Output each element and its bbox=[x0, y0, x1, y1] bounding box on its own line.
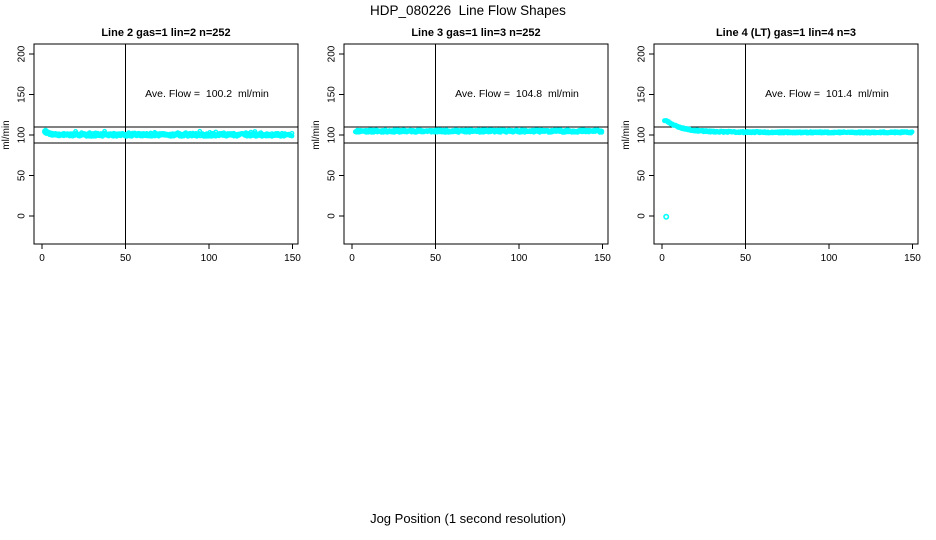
plot-line4: Line 4 (LT) gas=1 lin=4 n=3 ml/min Ave. … bbox=[621, 27, 921, 264]
ave-flow-annotation: Ave. Flow = 104.8 ml/min bbox=[455, 88, 579, 100]
data-points bbox=[662, 118, 915, 220]
x-tick-label: 50 bbox=[120, 253, 132, 264]
x-tick-label: 0 bbox=[39, 253, 45, 264]
data-points bbox=[353, 127, 605, 135]
figure-title: HDP_080226 Line Flow Shapes bbox=[370, 3, 566, 18]
x-tick-label: 50 bbox=[740, 253, 752, 264]
y-tick-label: 50 bbox=[327, 170, 338, 182]
y-tick-label: 50 bbox=[637, 170, 648, 182]
x-axis: 0 50 100 150 bbox=[39, 244, 301, 264]
reference-lines bbox=[344, 44, 608, 244]
y-axis-title: ml/min bbox=[621, 120, 632, 149]
plot-line2: Line 2 gas=1 lin=2 n=252 ml/min Ave. Flo… bbox=[1, 27, 301, 264]
y-tick-label: 0 bbox=[327, 213, 338, 219]
plot-content: 0 50 100 150 0 50 100 150 200 bbox=[17, 43, 301, 264]
x-tick-label: 0 bbox=[659, 253, 665, 264]
y-tick-label: 150 bbox=[327, 86, 338, 103]
x-axis: 0 50 100 150 bbox=[349, 244, 611, 264]
y-tick-label: 100 bbox=[637, 126, 648, 143]
y-axis: 0 50 100 150 200 bbox=[17, 45, 34, 219]
flow-panel-line2: Line 2 gas=1 lin=2 n=252 ml/min Ave. Flo… bbox=[0, 22, 310, 264]
x-tick-label: 100 bbox=[821, 253, 838, 264]
plot-content: 0 50 100 150 0 50 100 150 200 bbox=[637, 43, 921, 264]
y-axis: 0 50 100 150 200 bbox=[637, 45, 654, 219]
plot-content: 0 50 100 150 0 50 100 150 200 bbox=[327, 43, 611, 264]
y-tick-label: 200 bbox=[17, 45, 28, 62]
x-tick-label: 50 bbox=[430, 253, 442, 264]
outlier-point bbox=[663, 213, 670, 220]
panel-title: Line 4 (LT) gas=1 lin=4 n=3 bbox=[716, 27, 856, 39]
plot-box bbox=[343, 43, 609, 245]
plot-box bbox=[33, 43, 299, 245]
panel-title: Line 3 gas=1 lin=3 n=252 bbox=[411, 27, 540, 39]
y-tick-label: 200 bbox=[637, 45, 648, 62]
y-tick-label: 0 bbox=[637, 213, 648, 219]
y-tick-label: 50 bbox=[17, 170, 28, 182]
x-tick-label: 100 bbox=[201, 253, 218, 264]
data-points bbox=[42, 127, 295, 139]
x-tick-label: 150 bbox=[284, 253, 301, 264]
plot-box bbox=[653, 43, 919, 245]
panel-title: Line 2 gas=1 lin=2 n=252 bbox=[101, 27, 230, 39]
x-tick-label: 100 bbox=[511, 253, 528, 264]
plot-line3: Line 3 gas=1 lin=3 n=252 ml/min Ave. Flo… bbox=[311, 27, 611, 264]
ave-flow-annotation: Ave. Flow = 100.2 ml/min bbox=[145, 88, 269, 100]
y-tick-label: 150 bbox=[17, 86, 28, 103]
reference-lines bbox=[34, 44, 298, 244]
flow-panel-line4: Line 4 (LT) gas=1 lin=4 n=3 ml/min Ave. … bbox=[620, 22, 930, 264]
flow-panel-line3: Line 3 gas=1 lin=3 n=252 ml/min Ave. Flo… bbox=[310, 22, 620, 264]
y-tick-label: 100 bbox=[17, 126, 28, 143]
y-tick-label: 200 bbox=[327, 45, 338, 62]
y-tick-label: 150 bbox=[637, 86, 648, 103]
x-axis: 0 50 100 150 bbox=[659, 244, 921, 264]
reference-lines bbox=[654, 44, 918, 244]
x-tick-label: 150 bbox=[594, 253, 611, 264]
x-tick-label: 150 bbox=[904, 253, 921, 264]
y-axis: 0 50 100 150 200 bbox=[327, 45, 344, 219]
y-tick-label: 0 bbox=[17, 213, 28, 219]
y-axis-title: ml/min bbox=[311, 120, 322, 149]
x-axis-label: Jog Position (1 second resolution) bbox=[370, 511, 566, 526]
y-axis-title: ml/min bbox=[1, 120, 12, 149]
x-tick-label: 0 bbox=[349, 253, 355, 264]
y-tick-label: 100 bbox=[327, 126, 338, 143]
ave-flow-annotation: Ave. Flow = 101.4 ml/min bbox=[765, 88, 889, 100]
